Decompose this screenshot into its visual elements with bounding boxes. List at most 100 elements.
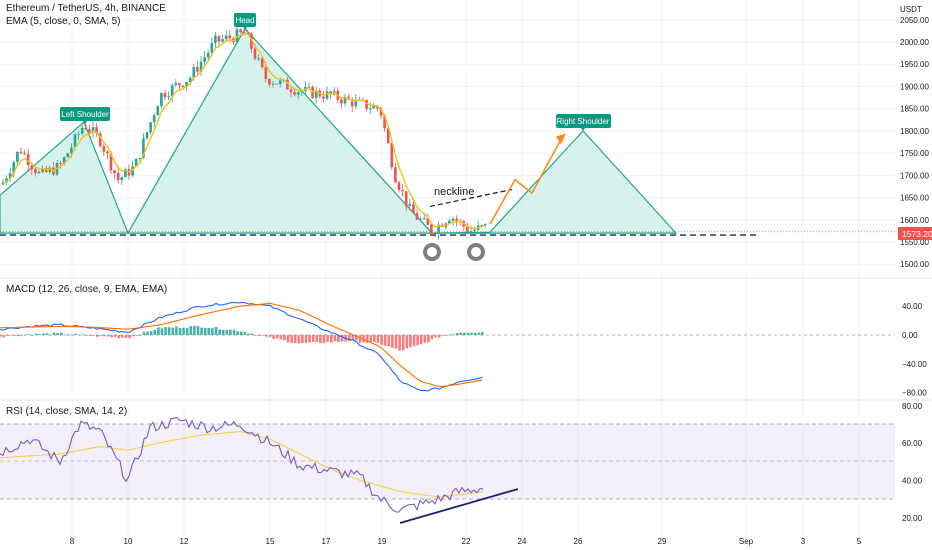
candle-body — [296, 92, 300, 95]
macd-histogram-bar — [293, 335, 297, 344]
macd-histogram-bar — [9, 335, 13, 336]
candle-body — [5, 178, 8, 183]
macd-histogram-bar — [459, 332, 463, 335]
candle-body — [178, 83, 181, 86]
rsi-pane[interactable]: 80.00 60.00 40.00 20.00 — [0, 402, 923, 524]
macd-pane[interactable]: 40.00 0.00 −40.00 −80.00 — [0, 301, 927, 398]
candle-body — [469, 231, 473, 233]
macd-histogram-bar — [243, 331, 247, 335]
macd-histogram-bar — [481, 332, 484, 335]
price-tick-label: 1700.00 — [900, 171, 929, 180]
macd-histogram-bar — [106, 335, 110, 337]
macd-histogram-bar — [92, 335, 95, 336]
head-label[interactable]: Head — [234, 13, 256, 30]
macd-histogram-bar — [59, 332, 63, 335]
macd-histogram-bar — [185, 327, 189, 335]
macd-histogram-bar — [0, 335, 2, 337]
macd-histogram-bar — [171, 327, 175, 335]
symbol-title: Ethereum / TetherUS, 4h, BINANCE — [6, 3, 166, 14]
rsi-band-background — [0, 424, 895, 499]
rsi-indicator-title: RSI (14, close, SMA, 14, 2) — [6, 406, 128, 417]
macd-histogram-bar — [236, 331, 239, 335]
macd-histogram-bar — [13, 335, 16, 336]
candle-body — [113, 170, 116, 173]
macd-histogram-bar — [265, 335, 268, 337]
macd-histogram-bar — [412, 335, 416, 347]
macd-histogram-bar — [419, 335, 423, 345]
macd-histogram-bar — [268, 335, 272, 337]
time-tick-label: 5 — [857, 537, 862, 546]
candle-body — [419, 218, 422, 220]
candle-body — [149, 122, 152, 133]
macd-histogram-bar — [257, 335, 261, 336]
macd-histogram-bar — [463, 332, 466, 335]
candle-body — [397, 182, 401, 190]
candle-body — [426, 218, 430, 225]
ema-indicator-title: EMA (5, close, 0, SMA, 5) — [6, 16, 121, 27]
candle-body — [214, 35, 217, 43]
head-label-text: Head — [235, 16, 254, 25]
candle-body — [188, 78, 192, 83]
candle-body — [253, 48, 257, 59]
candle-body — [152, 115, 156, 123]
macd-histogram-bar — [351, 335, 355, 341]
macd-histogram-bar — [311, 335, 315, 342]
price-pane[interactable]: Left Shoulder Head Right Shoulder neckli… — [0, 0, 895, 540]
macd-histogram-bar — [27, 334, 31, 336]
macd-histogram-bar — [113, 335, 117, 337]
candle-body — [368, 108, 372, 110]
macd-histogram-bar — [207, 327, 211, 335]
macd-histogram-bar — [232, 329, 236, 335]
macd-histogram-bar — [88, 335, 92, 336]
macd-indicator-title: MACD (12, 26, close, 9, EMA, EMA) — [6, 284, 168, 295]
macd-histogram-bar — [383, 335, 387, 346]
macd-histogram-bar — [394, 335, 398, 349]
candle-body — [278, 80, 282, 85]
bottom-marker-2 — [467, 243, 485, 261]
left-shoulder-label[interactable]: Left Shoulder — [60, 107, 110, 124]
rsi-divergence-trendline — [399, 488, 519, 524]
candle-body — [124, 169, 127, 178]
macd-histogram-bar — [445, 335, 448, 336]
macd-histogram-bar — [290, 335, 293, 343]
macd-histogram-bar — [121, 335, 124, 338]
macd-histogram-bar — [81, 334, 85, 336]
macd-histogram-bar — [326, 335, 329, 342]
candle-body — [138, 157, 142, 159]
macd-histogram-bar — [23, 334, 27, 336]
head-shoulders-area — [0, 27, 678, 235]
time-tick-label: Sep — [739, 537, 754, 546]
candle-body — [91, 127, 95, 133]
candle-body — [145, 132, 149, 139]
candle-body — [307, 86, 311, 88]
candle-body — [217, 35, 221, 42]
projection-arrow — [489, 137, 563, 225]
macd-histogram-bar — [95, 335, 99, 337]
candle-body — [19, 151, 23, 154]
price-axis[interactable]: USDT 2050.00 2000.00 1950.00 1900.00 1850.00… — [898, 5, 932, 269]
macd-histogram-bar — [239, 331, 243, 335]
macd-histogram-bar — [319, 335, 322, 344]
price-tick-label: 1950.00 — [900, 60, 929, 69]
macd-histogram-bar — [153, 329, 157, 335]
price-tick-label: 1550.00 — [900, 238, 929, 247]
candle-body — [167, 96, 170, 98]
macd-histogram-bar — [304, 335, 308, 344]
candle-body — [242, 32, 246, 34]
macd-histogram-bar — [247, 333, 250, 335]
ema-line — [2, 33, 486, 230]
macd-histogram-bar — [56, 332, 59, 335]
macd-histogram-bar — [63, 334, 67, 336]
candle-body — [466, 226, 469, 232]
candle-body — [196, 67, 199, 72]
price-tick-label: 1800.00 — [900, 127, 929, 136]
right-shoulder-label[interactable]: Right Shoulder — [556, 114, 611, 131]
macd-histogram-bar — [157, 327, 160, 335]
right-shoulder-label-bg — [556, 114, 611, 128]
candle-body — [350, 99, 354, 107]
candle-body — [473, 229, 476, 232]
candle-body — [437, 224, 440, 234]
candle-body — [271, 83, 275, 85]
time-axis[interactable]: 8 10 12 15 17 19 22 24 26 29 Sep 3 5 — [70, 537, 862, 546]
